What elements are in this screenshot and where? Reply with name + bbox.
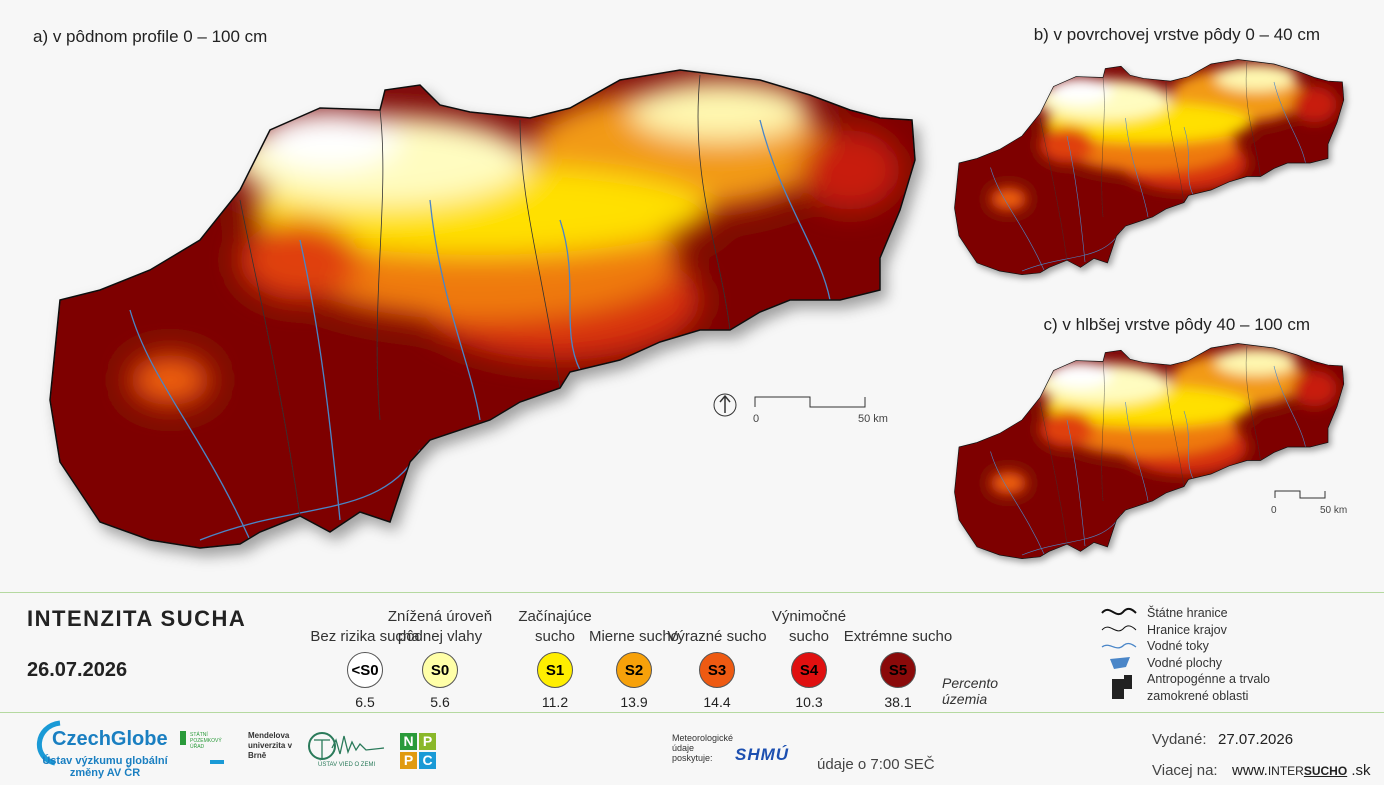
scale-label: 0 xyxy=(753,413,759,425)
class-percent: 13.9 xyxy=(620,694,648,710)
legend-date: 26.07.2026 xyxy=(27,659,128,681)
class-code: S4 xyxy=(791,652,827,688)
class-name: Výnimočné sucho xyxy=(771,608,847,645)
logo-mark xyxy=(36,720,61,766)
class-code: S0 xyxy=(422,652,458,688)
nppc-letter: P xyxy=(400,752,417,769)
class-name: Bez rizika sucha xyxy=(310,628,420,645)
url-part: .sk xyxy=(1351,762,1371,779)
map-title: a) v pôdnom profile 0 – 100 cm xyxy=(33,27,267,46)
url-part: www. xyxy=(1232,762,1268,779)
legend-class: Výrazné sucho S3 14.4 xyxy=(662,603,772,710)
class-code: S3 xyxy=(699,652,735,688)
class-percent: 5.6 xyxy=(430,694,450,710)
map-title: b) v povrchovej vrstve pôdy 0 – 40 cm xyxy=(1034,25,1320,44)
class-percent: 38.1 xyxy=(884,694,912,710)
symbol-label: Vodné plochy xyxy=(1147,655,1223,670)
nppc-letter: C xyxy=(419,752,436,769)
shmu-logo: SHMÚ xyxy=(735,745,790,764)
class-percent: 11.2 xyxy=(541,694,569,710)
legend-title: INTENZITA SUCHA xyxy=(27,606,247,631)
legend-class: Znížená úroveň pôdnej vlahy S0 5.6 xyxy=(385,603,495,710)
symbol-label: Hranice krajov xyxy=(1147,622,1227,637)
class-percent: 10.3 xyxy=(795,694,823,710)
logo-mark xyxy=(308,732,385,760)
class-code: <S0 xyxy=(347,652,383,688)
symbol-legend: Štátne hranice Hranice krajov Vodné toky Vo… xyxy=(1147,605,1297,704)
issued-label: Vydané: xyxy=(1152,731,1207,748)
url-part: INTER xyxy=(1267,764,1304,778)
class-percent: 14.4 xyxy=(703,694,731,710)
symbol-label: Antropogénne a trvalo zamokrené oblasti xyxy=(1147,672,1271,703)
logo-subtext: Ústav výzkumu globální změny AV ČR xyxy=(42,755,168,779)
logo-text: ÚSTAV VIED O ZEMI xyxy=(318,762,376,768)
nppc-letter: N xyxy=(400,733,417,750)
symbol-label: Štátne hranice xyxy=(1147,606,1228,620)
map-title: c) v hlbšej vrstve pôdy 40 – 100 cm xyxy=(1044,315,1310,334)
legend-class: Výnimočné sucho S4 10.3 xyxy=(754,603,864,710)
legend-class: Extrémne sucho S5 38.1 xyxy=(843,603,953,710)
time-note: údaje o 7:00 SEČ xyxy=(817,756,935,773)
north-arrow xyxy=(713,393,737,417)
separator xyxy=(0,712,1384,713)
meteo-text: Meteorologické údaje poskytuje: xyxy=(672,733,734,763)
map-a xyxy=(40,60,930,560)
logo-nppc: N PP C xyxy=(399,732,439,770)
scale-label: 50 km xyxy=(858,413,888,425)
class-percent: 6.5 xyxy=(355,694,375,710)
scale-bar xyxy=(754,396,866,408)
class-name: Začínajúce sucho xyxy=(518,608,592,645)
class-name: Extrémne sucho xyxy=(843,628,953,645)
class-name: Výrazné sucho xyxy=(667,628,767,645)
nppc-letter: P xyxy=(419,733,436,750)
scale-bar xyxy=(1274,490,1326,499)
symbol-icons xyxy=(1101,607,1137,699)
scale-label: 50 km xyxy=(1320,505,1347,516)
legend-class: Bez rizika sucha <S0 6.5 xyxy=(310,603,420,710)
maps: a) v pôdnom profile 0 – 100 cm b) v povr… xyxy=(33,25,1384,590)
class-code: S2 xyxy=(616,652,652,688)
logo-mark xyxy=(180,731,186,745)
more-label: Viacej na: xyxy=(1152,762,1218,779)
percent-label: Percento územia xyxy=(942,675,999,707)
symbol-label: Vodné toky xyxy=(1147,639,1209,653)
class-code: S5 xyxy=(880,652,916,688)
separator xyxy=(0,592,1384,593)
class-name: Znížená úroveň pôdnej vlahy xyxy=(387,608,493,645)
map-b xyxy=(950,55,1351,280)
legend-class: Začínajúce sucho S1 11.2 xyxy=(500,603,610,710)
legend-class: Mierne sucho S2 13.9 xyxy=(579,603,689,710)
map-c xyxy=(950,339,1351,564)
logo-text: CzechGlobe xyxy=(52,728,168,750)
logo-text: Mendelova univerzita v Brně xyxy=(248,731,293,760)
logo-text: STÁTNÍ POZEMKOVÝ ÚŘAD xyxy=(190,732,222,750)
issued-date: 27.07.2026 xyxy=(1218,731,1294,748)
class-name: Mierne sucho xyxy=(588,628,680,645)
website: www.INTERSUCHO .sk xyxy=(1232,762,1371,779)
logo-mark xyxy=(210,760,224,764)
url-part: SUCHO xyxy=(1303,764,1348,778)
class-code: S1 xyxy=(537,652,573,688)
scale-label: 0 xyxy=(1271,505,1277,516)
